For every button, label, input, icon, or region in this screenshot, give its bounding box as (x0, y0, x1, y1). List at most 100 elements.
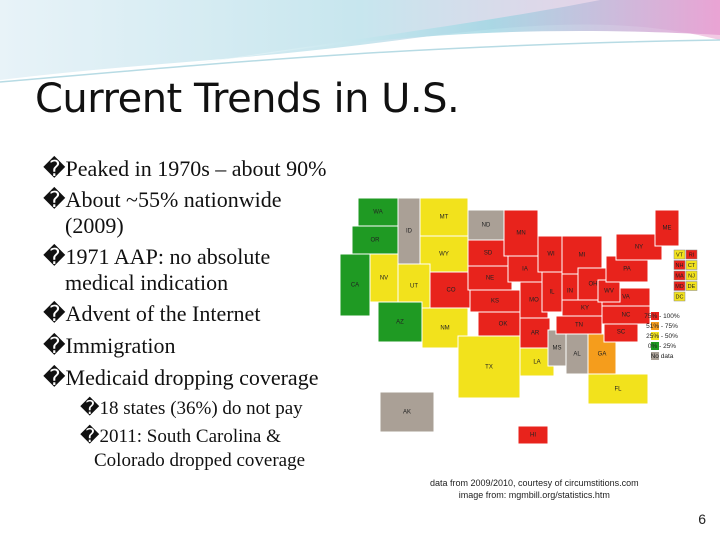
state-label: AR (531, 331, 540, 337)
legend-swatch (651, 352, 659, 360)
small-state-box (673, 291, 686, 302)
bullet-text: �Peaked in 1970s – about 90% (43, 156, 327, 181)
slide-title: Current Trends in U.S. (35, 76, 460, 122)
state-label: MN (516, 231, 525, 237)
legend-swatch (651, 322, 659, 330)
state-label: WV (604, 289, 614, 295)
state-label: MT (440, 215, 449, 221)
small-state-label: RI (689, 252, 695, 258)
small-state-label: DE (688, 284, 696, 290)
us-map: WA OR CA NV ID MT WY UT AZ CO NM ND SD NE KS OK TX MN IA MO… (340, 197, 698, 445)
legend-swatch (651, 332, 659, 340)
state (351, 225, 399, 255)
small-state-box (673, 260, 686, 270)
state-label: HI (530, 433, 536, 439)
legend-label: 0% - 25% (648, 343, 676, 350)
state-label: CA (351, 283, 359, 289)
small-state-label: VT (676, 252, 684, 258)
state (379, 391, 435, 433)
bullet-text: medical indication (65, 270, 229, 295)
state-label: WA (373, 210, 382, 216)
state-label: MI (579, 253, 586, 259)
state-label: ID (406, 229, 413, 235)
state-label: NE (486, 276, 494, 282)
state-label: VA (622, 295, 630, 301)
state-label: LA (533, 360, 540, 366)
state (457, 335, 521, 399)
state (517, 425, 549, 445)
legend-swatch (651, 312, 659, 320)
state-label: UT (410, 284, 418, 290)
state (654, 209, 680, 247)
legend-label: 51% - 75% (646, 323, 678, 330)
sub-bullet-text: �2011: South Carolina & (80, 426, 281, 447)
state-label: OH (589, 282, 598, 288)
state-label: PA (623, 267, 631, 273)
legend-label: 25% - 50% (646, 333, 678, 340)
state-label: NV (380, 276, 388, 282)
page-number: 6 (698, 511, 706, 527)
state-label: AK (403, 410, 411, 416)
bullet-text: (2009) (65, 213, 124, 238)
state-label: GA (598, 352, 607, 358)
state (340, 253, 371, 317)
small-state-label: CT (688, 263, 696, 269)
small-state-label: NH (676, 263, 684, 269)
state (507, 255, 543, 283)
small-state-box (673, 270, 686, 281)
state-label: AZ (396, 320, 404, 326)
small-state-box (685, 270, 698, 281)
bullet-text: �Advent of the Internet (43, 301, 261, 326)
bullet-text: �1971 AAP: no absolute (43, 244, 271, 269)
state (377, 301, 423, 343)
state (467, 209, 505, 241)
source-line: image from: mgmbill.org/statistics.htm (458, 490, 610, 500)
small-state-label: MA (675, 273, 684, 279)
source-note: data from 2009/2010, courtesy of circums… (430, 477, 639, 501)
small-state-box (685, 281, 698, 291)
state-label: TX (485, 365, 493, 371)
bullet-text: �Immigration (43, 333, 176, 358)
state-label: IA (522, 267, 528, 273)
small-state-box (673, 281, 686, 291)
bullet-text: �Medicaid dropping coverage (43, 365, 319, 390)
state-label: OK (499, 322, 508, 328)
state-label: NM (440, 326, 449, 332)
state-label: IL (549, 290, 555, 296)
state-label: KY (581, 306, 589, 312)
state (357, 197, 399, 227)
header-banner (0, 0, 720, 83)
state-label: IN (567, 289, 573, 295)
small-state-label: MD (675, 284, 684, 290)
small-state-label: DC (676, 294, 684, 300)
state (587, 373, 649, 405)
state-label: SC (617, 330, 626, 336)
state-label: MO (529, 298, 539, 304)
legend-swatch (651, 342, 659, 350)
sub-bullet-text: Colorado dropped coverage (94, 450, 306, 471)
state-label: NC (622, 313, 631, 319)
state-label: MS (553, 346, 562, 352)
state-label: CO (447, 288, 456, 294)
state-label: FL (614, 387, 622, 393)
bullet-text: �About ~55% nationwide (43, 187, 282, 212)
state-label: ME (663, 226, 672, 232)
state-label: NY (635, 245, 643, 251)
state-label: TN (575, 323, 583, 329)
state (503, 209, 539, 257)
state (369, 253, 399, 303)
sub-bullet-text: �18 states (36%) do not pay (80, 398, 303, 419)
small-state-label: NJ (688, 273, 695, 279)
state-label: SD (484, 251, 493, 257)
source-line: data from 2009/2010, courtesy of circums… (430, 478, 639, 488)
state-label: OR (371, 238, 381, 244)
state-label: WI (547, 252, 555, 258)
state-label: ND (482, 223, 491, 229)
state (429, 271, 473, 309)
legend-label: No data (651, 353, 674, 360)
small-state-box (685, 249, 698, 260)
state-label: AL (573, 352, 581, 358)
state (467, 239, 509, 267)
legend-label: 75% - 100% (644, 313, 680, 320)
